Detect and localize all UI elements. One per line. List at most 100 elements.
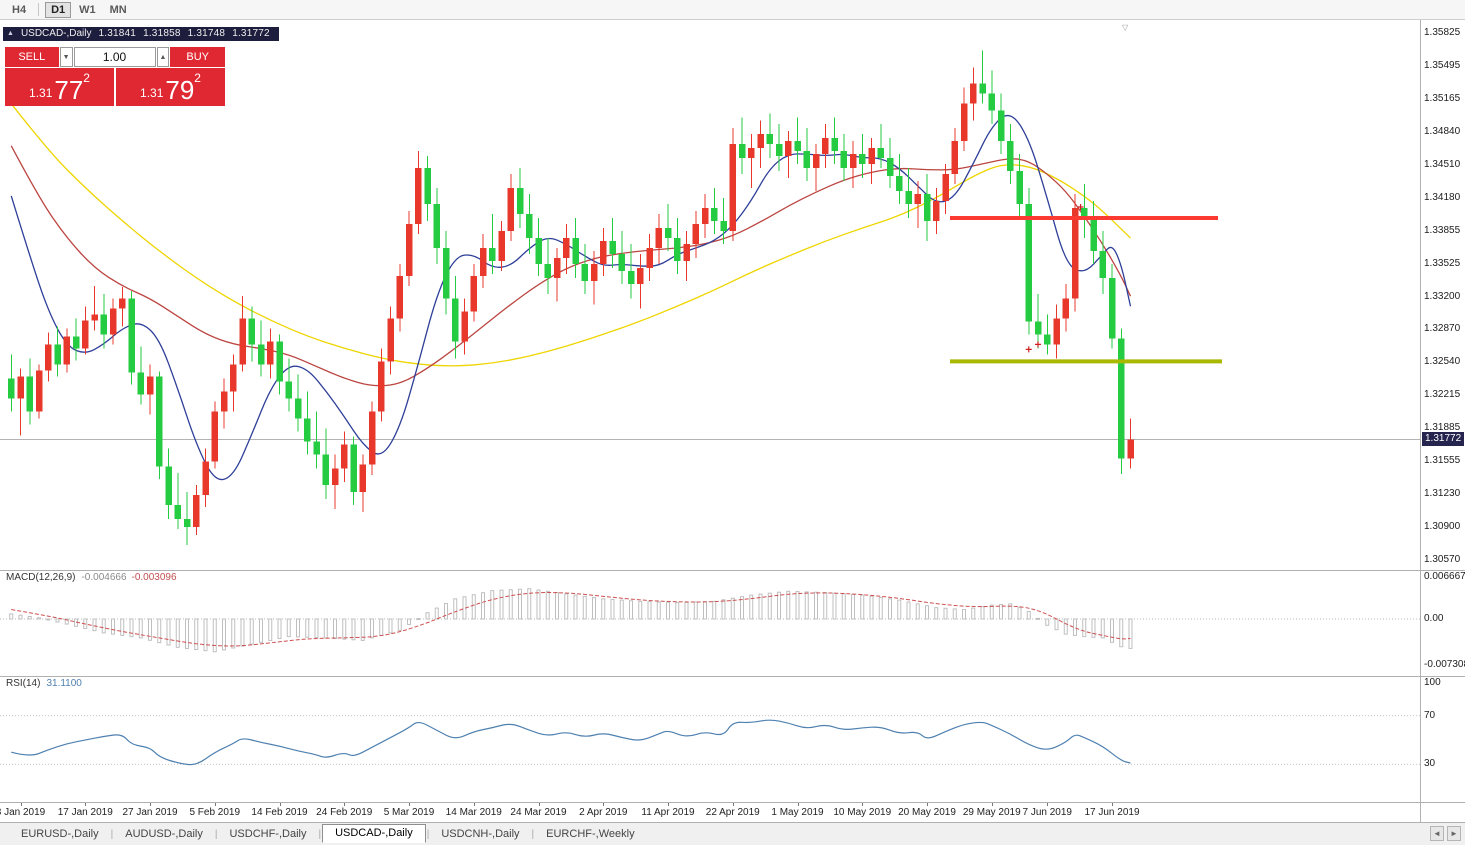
volume-increase-icon[interactable]: ▲ bbox=[156, 47, 170, 67]
date-axis-label: 17 Jan 2019 bbox=[57, 807, 113, 818]
date-tick bbox=[1112, 803, 1113, 806]
price-scale-label: 1.34840 bbox=[1424, 125, 1461, 137]
price-scale-label: 1.32215 bbox=[1424, 389, 1461, 401]
sell-price-prefix: 1.31 bbox=[29, 86, 53, 100]
date-tick bbox=[603, 803, 605, 806]
chart-tab-usdchf-daily[interactable]: USDCHF-,Daily bbox=[229, 828, 307, 840]
date-axis[interactable]: 8 Jan 2019 17 Jan 2019 27 Jan 2019 5 Feb 20… bbox=[0, 803, 1465, 822]
date-tick bbox=[1047, 803, 1049, 806]
volume-decrease-icon[interactable]: ▼ bbox=[59, 47, 73, 67]
tab-divider: | bbox=[110, 828, 114, 840]
date-axis-label: 8 Jan 2019 bbox=[0, 807, 46, 818]
tabbar-separator bbox=[0, 822, 1465, 823]
date-tick bbox=[862, 803, 864, 806]
date-tick bbox=[214, 803, 216, 806]
date-axis-label: 1 May 2019 bbox=[771, 807, 824, 818]
date-tick bbox=[732, 803, 734, 806]
macd-label: MACD(12,26,9) -0.004666 -0.003096 bbox=[6, 572, 177, 583]
price-scale-label: 1.31555 bbox=[1424, 455, 1461, 467]
chart-tab-usdcnh-daily[interactable]: USDCNH-,Daily bbox=[441, 828, 520, 840]
rsi-scale-label: 30 bbox=[1424, 758, 1436, 770]
timeframe-w1-button[interactable]: W1 bbox=[73, 2, 102, 18]
timeframe-d1-button[interactable]: D1 bbox=[45, 1, 72, 18]
chart-tab-audusd-daily[interactable]: AUDUSD-,Daily bbox=[125, 828, 203, 840]
panel-separator-macd[interactable] bbox=[0, 570, 1465, 571]
date-axis-label: 7 Jun 2019 bbox=[1022, 807, 1073, 818]
price-scale-label: 1.32870 bbox=[1424, 323, 1461, 335]
date-axis-label: 2 Apr 2019 bbox=[579, 807, 628, 818]
macd-scale[interactable]: 0.006667 0.00 -0.007308 bbox=[1422, 570, 1465, 676]
one-click-trading-panel: SELL ▼ ▲ BUY 1.31 77 2 1.31 79 2 bbox=[5, 47, 225, 106]
date-tick bbox=[797, 803, 799, 806]
candlestick-chart[interactable] bbox=[0, 20, 1420, 570]
price-scale-separator bbox=[1420, 20, 1421, 822]
chart-shift-marker-icon[interactable]: ▽ bbox=[1122, 23, 1129, 32]
price-scale[interactable]: 1.31772 1.35825 1.35495 1.35165 1.34840 1.34… bbox=[1422, 20, 1465, 570]
tab-scroll-right-icon[interactable]: ► bbox=[1447, 826, 1461, 841]
macd-chart[interactable] bbox=[0, 570, 1420, 676]
price-scale-label: 1.32540 bbox=[1424, 356, 1461, 368]
sell-price-pip: 2 bbox=[83, 71, 90, 85]
date-axis-label: 5 Mar 2019 bbox=[383, 807, 435, 818]
chart-tab-eurchf-weekly[interactable]: EURCHF-,Weekly bbox=[546, 828, 635, 840]
toolbar-divider bbox=[38, 3, 40, 16]
sell-button[interactable]: SELL bbox=[5, 47, 59, 67]
date-axis-label: 17 Jun 2019 bbox=[1084, 807, 1140, 818]
sell-price-digits: 77 bbox=[54, 75, 84, 105]
chart-title-bar: ▲ USDCAD-,Daily 1.31841 1.31858 1.31748 … bbox=[3, 27, 279, 41]
date-axis-label: 20 May 2019 bbox=[898, 807, 956, 818]
price-scale-label: 1.34180 bbox=[1424, 191, 1461, 203]
date-tick bbox=[538, 803, 540, 806]
price-scale-label: 1.31885 bbox=[1424, 422, 1461, 434]
price-scale-label: 1.33855 bbox=[1424, 224, 1461, 236]
date-tick bbox=[344, 803, 346, 806]
date-tick bbox=[409, 803, 410, 806]
price-scale-label: 1.35165 bbox=[1424, 92, 1461, 104]
chart-tab-usdcad-daily[interactable]: USDCAD-,Daily bbox=[322, 823, 426, 843]
tab-divider: | bbox=[426, 828, 430, 840]
volume-input[interactable] bbox=[73, 47, 156, 67]
ohlc-open: 1.31841 bbox=[98, 28, 137, 39]
macd-scale-label: 0.00 bbox=[1424, 613, 1444, 624]
axis-separator bbox=[0, 802, 1465, 803]
buy-price-button[interactable]: 1.31 79 2 bbox=[116, 68, 225, 106]
timeframe-mn-button[interactable]: MN bbox=[104, 2, 133, 18]
current-price-tag: 1.31772 bbox=[1422, 432, 1465, 447]
date-tick bbox=[150, 803, 151, 806]
ohlc-low: 1.31748 bbox=[187, 28, 226, 39]
price-scale-label: 1.31230 bbox=[1424, 488, 1461, 500]
buy-price-pip: 2 bbox=[194, 71, 201, 85]
rsi-scale-label: 100 bbox=[1424, 677, 1441, 688]
date-tick bbox=[473, 803, 475, 806]
buy-button[interactable]: BUY bbox=[170, 47, 225, 67]
panel-separator-rsi[interactable] bbox=[0, 676, 1465, 677]
timeframe-toolbar: H4 D1 W1 MN bbox=[0, 0, 1465, 20]
buy-price-prefix: 1.31 bbox=[140, 86, 164, 100]
date-axis-label: 24 Mar 2019 bbox=[510, 807, 567, 818]
chart-symbol-label: USDCAD-,Daily bbox=[20, 28, 92, 39]
rsi-label: RSI(14) 31.1100 bbox=[6, 678, 82, 689]
buy-price-digits: 79 bbox=[165, 75, 195, 105]
tab-scroll-left-icon[interactable]: ◄ bbox=[1430, 826, 1444, 841]
date-tick bbox=[85, 803, 87, 806]
date-tick bbox=[20, 803, 22, 806]
rsi-scale-label: 70 bbox=[1424, 709, 1436, 721]
date-axis-label: 14 Mar 2019 bbox=[445, 807, 502, 818]
timeframe-h4-button[interactable]: H4 bbox=[6, 2, 32, 18]
date-axis-label: 11 Apr 2019 bbox=[641, 807, 695, 818]
tab-divider: | bbox=[531, 828, 535, 840]
date-axis-label: 5 Feb 2019 bbox=[189, 807, 241, 818]
date-tick bbox=[927, 803, 928, 806]
chart-tab-bar: EURUSD-,Daily | AUDUSD-,Daily | USDCHF-,Dail… bbox=[0, 823, 1465, 845]
chart-tab-eurusd-daily[interactable]: EURUSD-,Daily bbox=[21, 828, 99, 840]
rsi-scale[interactable]: 100 70 30 bbox=[1422, 676, 1465, 802]
price-scale-label: 1.33525 bbox=[1424, 257, 1461, 269]
macd-scale-label: -0.007308 bbox=[1424, 659, 1465, 671]
rsi-chart[interactable] bbox=[0, 676, 1420, 802]
price-scale-label: 1.30900 bbox=[1424, 521, 1461, 533]
sell-price-button[interactable]: 1.31 77 2 bbox=[5, 68, 114, 106]
price-scale-label: 1.35495 bbox=[1424, 59, 1461, 71]
date-tick bbox=[991, 803, 993, 806]
tab-divider: | bbox=[214, 828, 218, 840]
date-axis-label: 27 Jan 2019 bbox=[122, 807, 178, 818]
